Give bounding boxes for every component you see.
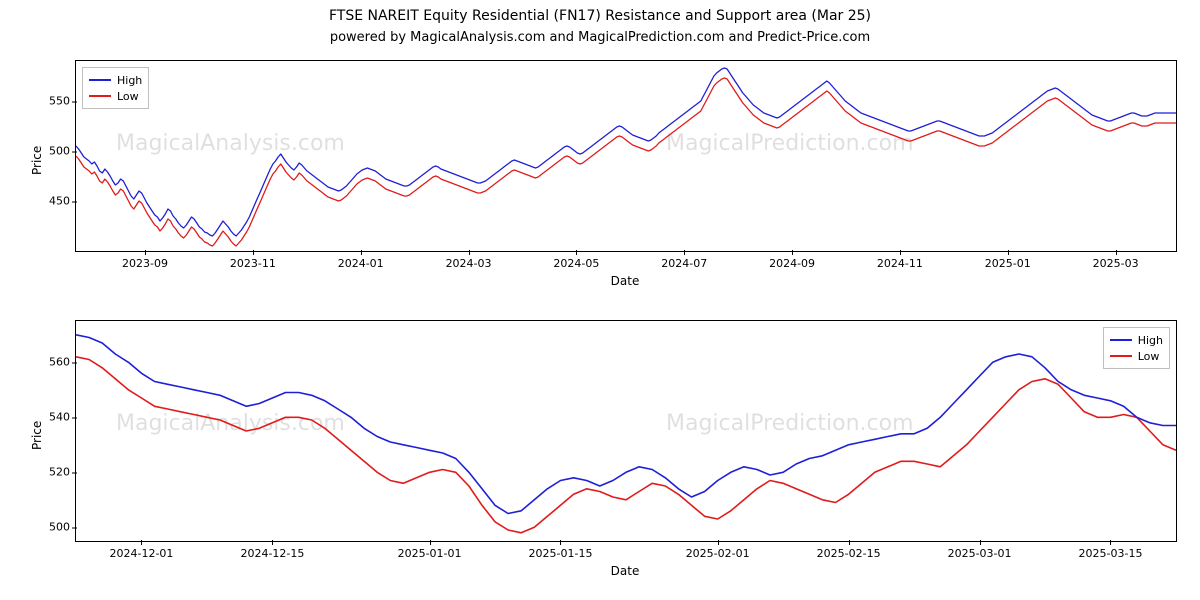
xtick: 2025-01-01 xyxy=(398,541,462,560)
top-chart-xlabel: Date xyxy=(75,274,1175,288)
legend-label-low: Low xyxy=(1138,350,1160,363)
xtick: 2024-09 xyxy=(769,251,815,270)
figure: FTSE NAREIT Equity Residential (FN17) Re… xyxy=(0,0,1200,600)
top-chart-legend: High Low xyxy=(82,67,149,109)
xtick: 2025-01-15 xyxy=(529,541,593,560)
legend-label-high: High xyxy=(1138,334,1163,347)
xtick: 2024-05 xyxy=(553,251,599,270)
bottom-chart-plot xyxy=(76,321,1176,541)
xtick: 2024-03 xyxy=(446,251,492,270)
ytick: 550 xyxy=(49,95,76,108)
legend-swatch-low xyxy=(89,95,111,97)
legend-label-high: High xyxy=(117,74,142,87)
ytick: 500 xyxy=(49,145,76,158)
xtick: 2023-11 xyxy=(230,251,276,270)
bottom-chart-ylabel: Price xyxy=(30,421,44,450)
legend-swatch-high xyxy=(1110,339,1132,341)
top-chart-ylabel: Price xyxy=(30,146,44,175)
xtick: 2024-01 xyxy=(338,251,384,270)
legend-item-low: Low xyxy=(89,88,142,104)
xtick: 2025-03-15 xyxy=(1079,541,1143,560)
xtick: 2025-02-15 xyxy=(817,541,881,560)
xtick: 2024-07 xyxy=(661,251,707,270)
chart-title: FTSE NAREIT Equity Residential (FN17) Re… xyxy=(0,8,1200,24)
legend-item-high: High xyxy=(89,72,142,88)
ytick: 560 xyxy=(49,356,76,369)
top-chart-axes: MagicalAnalysis.com MagicalPrediction.co… xyxy=(75,60,1177,252)
top-chart-plot xyxy=(76,61,1176,251)
xtick: 2025-01 xyxy=(985,251,1031,270)
xtick: 2025-03 xyxy=(1093,251,1139,270)
ytick: 450 xyxy=(49,195,76,208)
ytick: 520 xyxy=(49,466,76,479)
legend-item-high: High xyxy=(1110,332,1163,348)
legend-item-low: Low xyxy=(1110,348,1163,364)
bottom-chart-xlabel: Date xyxy=(75,564,1175,578)
ytick: 500 xyxy=(49,521,76,534)
xtick: 2023-09 xyxy=(122,251,168,270)
legend-swatch-high xyxy=(89,79,111,81)
ytick: 540 xyxy=(49,411,76,424)
chart-subtitle: powered by MagicalAnalysis.com and Magic… xyxy=(0,30,1200,45)
xtick: 2025-02-01 xyxy=(686,541,750,560)
legend-label-low: Low xyxy=(117,90,139,103)
bottom-chart-legend: High Low xyxy=(1103,327,1170,369)
xtick: 2024-12-15 xyxy=(240,541,304,560)
xtick: 2024-11 xyxy=(877,251,923,270)
xtick: 2025-03-01 xyxy=(948,541,1012,560)
legend-swatch-low xyxy=(1110,355,1132,357)
xtick: 2024-12-01 xyxy=(110,541,174,560)
bottom-chart-axes: MagicalAnalysis.com MagicalPrediction.co… xyxy=(75,320,1177,542)
